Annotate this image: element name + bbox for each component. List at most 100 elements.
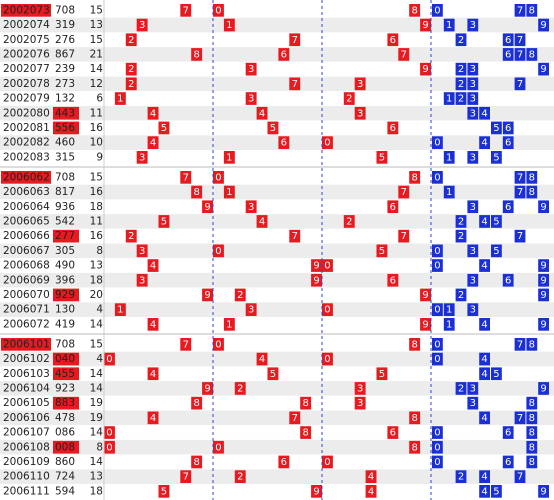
position-digit: 3 — [248, 94, 254, 105]
distribution-digit: 9 — [540, 20, 546, 31]
distribution-cell — [526, 426, 538, 439]
distribution-digit: 9 — [540, 290, 546, 301]
distribution-cell — [502, 273, 514, 287]
position-digit: 3 — [248, 202, 254, 213]
position-cell — [267, 121, 279, 135]
position-cell — [180, 171, 192, 184]
sum: 16 — [90, 122, 104, 134]
sum: 14 — [90, 368, 104, 380]
position-digit: 4 — [259, 354, 265, 365]
distribution-digit: 6 — [505, 428, 511, 439]
number: 708 — [55, 4, 75, 16]
position-digit: 9 — [422, 64, 428, 75]
position-digit: 0 — [106, 354, 112, 365]
position-cell — [420, 18, 431, 32]
distribution-digit: 7 — [517, 35, 523, 46]
row-bg — [0, 381, 554, 396]
distribution-cell — [479, 215, 490, 228]
row-bg — [0, 61, 554, 77]
position-digit: 5 — [270, 123, 276, 134]
issue: 2002080 — [3, 107, 50, 119]
number: 708 — [55, 171, 75, 183]
position-digit: 3 — [357, 383, 363, 394]
number: 817 — [55, 186, 75, 198]
distribution-digit: 8 — [529, 428, 535, 439]
distribution-digit: 6 — [505, 138, 511, 149]
position-cell — [147, 411, 159, 425]
number: 490 — [55, 260, 75, 272]
distribution-digit: 5 — [493, 486, 499, 497]
sum: 14 — [90, 382, 104, 394]
position-cell — [245, 92, 257, 105]
sum: 9 — [96, 151, 103, 163]
position-cell — [322, 259, 333, 272]
position-digit: 1 — [226, 152, 232, 163]
distribution-cell — [526, 396, 538, 410]
position-cell — [223, 318, 235, 331]
distribution-digit: 3 — [470, 202, 476, 213]
position-cell — [387, 33, 399, 47]
row-bg — [0, 337, 554, 352]
position-cell — [245, 303, 257, 316]
position-cell — [223, 18, 235, 32]
number-highlight — [53, 367, 79, 381]
position-digit: 7 — [292, 79, 298, 90]
position-digit: 7 — [292, 231, 298, 242]
distribution-cell — [443, 92, 455, 105]
position-cell — [278, 455, 290, 469]
number: 478 — [55, 412, 75, 424]
position-cell — [387, 121, 399, 135]
position-digit: 3 — [139, 246, 145, 257]
distribution-cell — [443, 18, 455, 32]
number: 594 — [55, 485, 75, 497]
distribution-digit: 7 — [517, 187, 523, 198]
sum: 14 — [90, 318, 104, 330]
position-cell — [234, 288, 246, 302]
distribution-digit: 9 — [540, 383, 546, 394]
sum: 13 — [90, 260, 103, 272]
distribution-cell — [514, 33, 526, 47]
sum: 18 — [90, 274, 103, 286]
distribution-digit: 1 — [446, 94, 452, 105]
position-digit: 5 — [161, 486, 167, 497]
position-digit: 6 — [390, 202, 396, 213]
distribution-digit: 3 — [470, 64, 476, 75]
distribution-digit: 0 — [434, 261, 440, 272]
position-digit: 0 — [324, 305, 330, 316]
distribution-digit: 0 — [434, 428, 440, 439]
position-digit: 3 — [139, 20, 145, 31]
distribution-digit: 1 — [446, 187, 452, 198]
position-cell — [409, 338, 421, 351]
distribution-cell — [491, 121, 502, 135]
distribution-cell — [526, 338, 538, 351]
position-digit: 0 — [324, 138, 330, 149]
position-cell — [245, 200, 257, 214]
distribution-cell — [455, 229, 467, 243]
row-bg — [0, 395, 554, 411]
position-digit: 7 — [183, 472, 189, 483]
position-digit: 2 — [346, 216, 352, 227]
distribution-digit: 0 — [434, 5, 440, 16]
distribution-digit: 5 — [493, 152, 499, 163]
position-digit: 1 — [117, 94, 123, 105]
sum: 8 — [96, 441, 103, 453]
position-cell — [354, 396, 366, 410]
distribution-cell — [514, 77, 526, 91]
distribution-cell — [467, 303, 479, 316]
position-digit: 5 — [161, 216, 167, 227]
sum: 15 — [90, 338, 103, 350]
sum: 11 — [90, 215, 103, 227]
sum: 12 — [90, 78, 103, 90]
row-bg — [0, 454, 554, 470]
distribution-digit: 2 — [458, 64, 464, 75]
distribution-cell — [502, 121, 514, 135]
distribution-cell — [467, 18, 479, 32]
distribution-cell — [467, 62, 479, 76]
position-cell — [158, 215, 170, 228]
position-digit: 6 — [390, 123, 396, 134]
distribution-cell — [502, 33, 514, 47]
distribution-digit: 8 — [529, 413, 535, 424]
position-digit: 4 — [259, 216, 265, 227]
issue: 2006102 — [3, 353, 50, 365]
position-cell — [180, 470, 192, 483]
